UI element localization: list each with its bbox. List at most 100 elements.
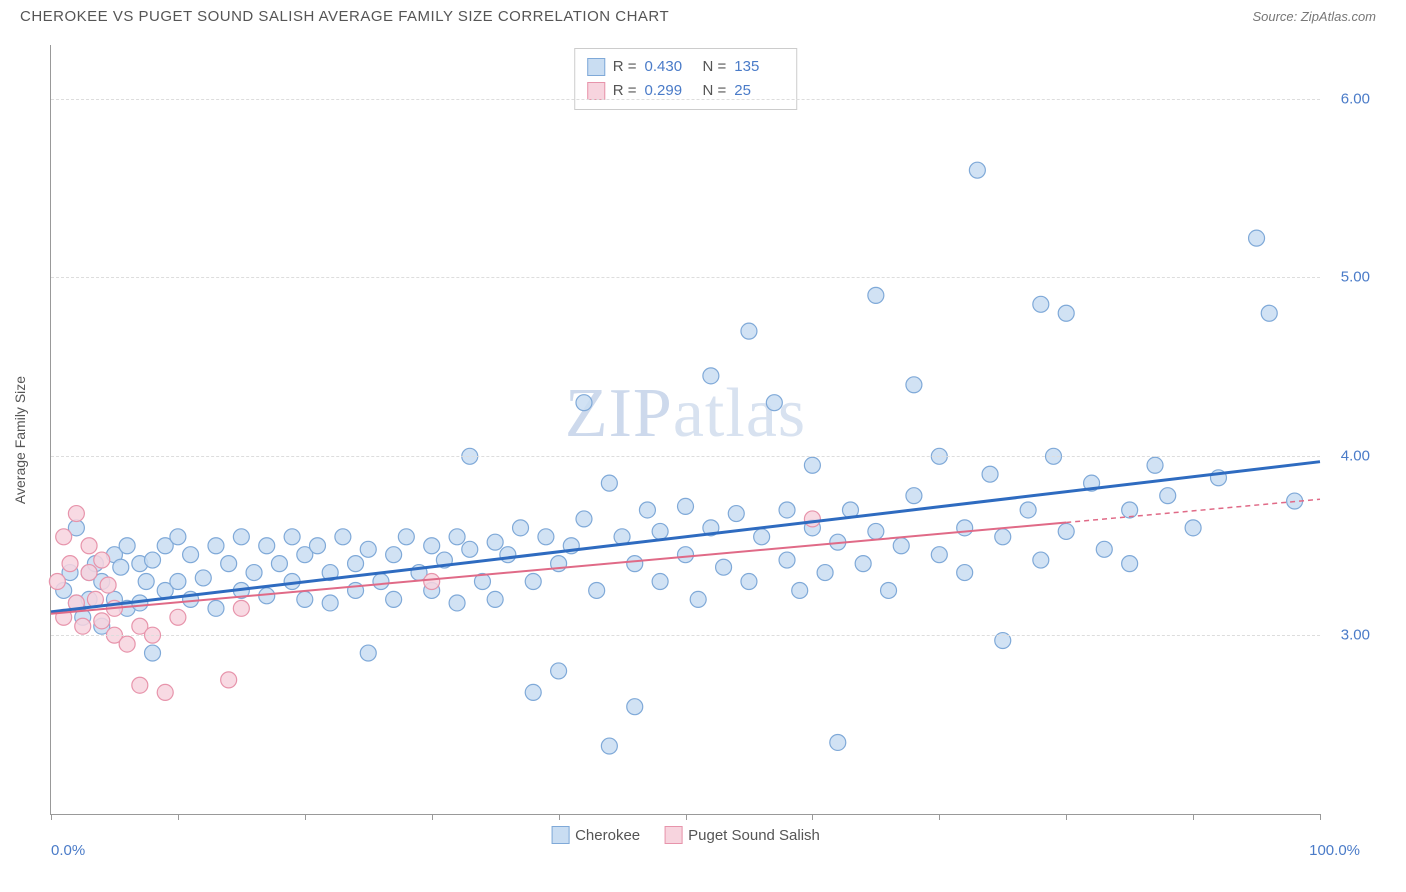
data-point <box>1249 230 1265 246</box>
data-point <box>94 552 110 568</box>
data-point <box>804 457 820 473</box>
plot-area: ZIPatlas R = 0.430 N = 135 R = 0.299 N =… <box>50 45 1320 815</box>
data-point <box>132 677 148 693</box>
data-point <box>398 529 414 545</box>
data-point <box>100 577 116 593</box>
y-axis-label: Average Family Size <box>12 376 28 504</box>
legend-label-puget: Puget Sound Salish <box>688 827 820 844</box>
scatter-svg <box>51 45 1320 814</box>
data-point <box>68 506 84 522</box>
data-point <box>233 529 249 545</box>
data-point <box>601 475 617 491</box>
data-point <box>741 323 757 339</box>
data-point <box>145 552 161 568</box>
gridline-h <box>51 277 1320 278</box>
data-point <box>449 529 465 545</box>
data-point <box>297 591 313 607</box>
data-point <box>208 600 224 616</box>
data-point <box>81 565 97 581</box>
data-point <box>1122 556 1138 572</box>
data-point <box>1033 296 1049 312</box>
legend-stats-row-1: R = 0.430 N = 135 <box>587 55 785 79</box>
data-point <box>348 556 364 572</box>
data-point <box>716 559 732 575</box>
data-point <box>931 547 947 563</box>
data-point <box>170 529 186 545</box>
data-point <box>113 559 129 575</box>
data-point <box>741 574 757 590</box>
data-point <box>728 506 744 522</box>
data-point <box>75 618 91 634</box>
data-point <box>386 547 402 563</box>
data-point <box>652 523 668 539</box>
data-point <box>957 565 973 581</box>
data-point <box>360 645 376 661</box>
data-point <box>170 609 186 625</box>
data-point <box>208 538 224 554</box>
data-point <box>817 565 833 581</box>
legend-item-puget: Puget Sound Salish <box>664 826 820 844</box>
r-value-1: 0.430 <box>645 55 695 79</box>
data-point <box>1122 502 1138 518</box>
data-point <box>373 574 389 590</box>
data-point <box>766 395 782 411</box>
x-tick <box>939 814 940 820</box>
legend-stats: R = 0.430 N = 135 R = 0.299 N = 25 <box>574 48 798 110</box>
data-point <box>157 684 173 700</box>
data-point <box>601 738 617 754</box>
y-tick-label: 3.00 <box>1341 627 1370 644</box>
data-point <box>145 645 161 661</box>
n-label: N = <box>703 55 727 79</box>
x-tick <box>305 814 306 820</box>
swatch-puget <box>587 82 605 100</box>
data-point <box>906 488 922 504</box>
data-point <box>627 699 643 715</box>
data-point <box>119 538 135 554</box>
data-point <box>138 574 154 590</box>
data-point <box>804 511 820 527</box>
data-point <box>221 556 237 572</box>
data-point <box>1033 552 1049 568</box>
data-point <box>487 591 503 607</box>
data-point <box>322 595 338 611</box>
data-point <box>678 498 694 514</box>
swatch-puget <box>664 826 682 844</box>
data-point <box>424 538 440 554</box>
data-point <box>1020 502 1036 518</box>
y-tick-label: 4.00 <box>1341 448 1370 465</box>
data-point <box>678 547 694 563</box>
data-point <box>538 529 554 545</box>
x-tick <box>432 814 433 820</box>
data-point <box>576 511 592 527</box>
x-tick <box>812 814 813 820</box>
swatch-cherokee <box>587 58 605 76</box>
data-point <box>551 663 567 679</box>
data-point <box>703 368 719 384</box>
data-point <box>1058 305 1074 321</box>
legend-label-cherokee: Cherokee <box>575 827 640 844</box>
data-point <box>639 502 655 518</box>
data-point <box>386 591 402 607</box>
x-tick <box>1193 814 1194 820</box>
x-axis-min: 0.0% <box>51 842 85 859</box>
data-point <box>1058 523 1074 539</box>
data-point <box>792 582 808 598</box>
x-tick <box>559 814 560 820</box>
data-point <box>906 377 922 393</box>
x-tick <box>51 814 52 820</box>
data-point <box>246 565 262 581</box>
data-point <box>995 529 1011 545</box>
data-point <box>1261 305 1277 321</box>
data-point <box>1160 488 1176 504</box>
swatch-cherokee <box>551 826 569 844</box>
data-point <box>779 502 795 518</box>
data-point <box>119 636 135 652</box>
x-tick <box>178 814 179 820</box>
data-point <box>868 287 884 303</box>
data-point <box>893 538 909 554</box>
data-point <box>221 672 237 688</box>
data-point <box>462 541 478 557</box>
data-point <box>830 734 846 750</box>
x-tick <box>686 814 687 820</box>
trend-line <box>51 522 1066 613</box>
